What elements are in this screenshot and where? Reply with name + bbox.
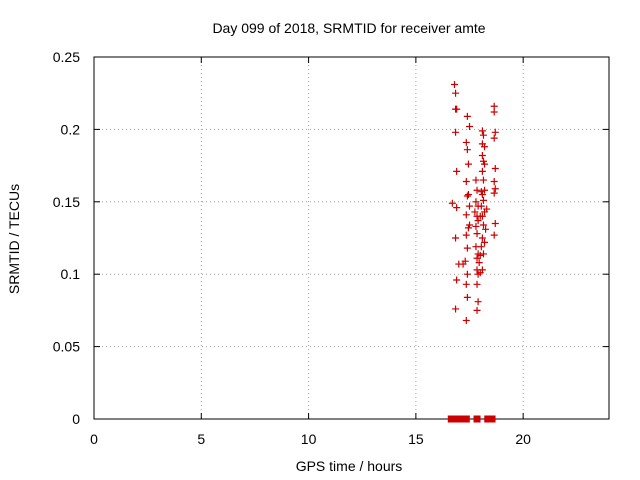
data-point-plus <box>473 186 481 194</box>
y-tick-label: 0 <box>72 411 80 427</box>
y-tick-label: 0.15 <box>53 194 80 210</box>
data-point-plus <box>490 134 498 142</box>
data-point-plus <box>453 167 461 175</box>
y-tick-label: 0.05 <box>53 339 80 355</box>
data-point-plus <box>462 178 470 186</box>
x-tick-label: 5 <box>197 431 205 447</box>
data-point-plus <box>448 199 456 207</box>
data-point-plus <box>463 146 471 154</box>
data-point-plus <box>462 280 470 288</box>
data-point-square <box>462 415 470 423</box>
data-point-plus <box>462 211 470 219</box>
data-point-plus <box>452 128 460 136</box>
data-point-plus <box>481 160 489 168</box>
data-point-plus <box>491 128 499 136</box>
data-point-plus <box>491 164 499 172</box>
data-point-plus <box>479 250 487 258</box>
data-point-plus <box>490 108 498 116</box>
data-point-plus <box>479 196 487 204</box>
data-point-plus <box>478 127 486 135</box>
data-point-plus <box>473 230 481 238</box>
data-point-plus <box>475 259 483 267</box>
data-point-plus <box>477 202 485 210</box>
axis-ticks: 0 5 10 15 20 0 0.05 0.1 0.15 0.2 0.25 <box>53 49 609 447</box>
data-point-plus <box>464 160 472 168</box>
data-point-plus <box>482 225 490 233</box>
data-point-plus <box>490 189 498 197</box>
plot-frame <box>93 56 610 420</box>
data-point-plus <box>472 198 480 206</box>
data-point-plus <box>459 260 467 268</box>
data-point-plus <box>481 186 489 194</box>
data-point-plus <box>478 167 486 175</box>
data-point-plus <box>453 105 461 113</box>
data-point-plus <box>473 280 481 288</box>
data-point-plus <box>479 221 487 229</box>
data-point-plus <box>452 234 460 242</box>
data-point-plus <box>490 231 498 239</box>
data-point-plus <box>453 204 461 212</box>
data-point-plus <box>452 305 460 313</box>
data-point-plus <box>463 112 471 120</box>
x-tick-label: 20 <box>515 431 531 447</box>
data-point-plus <box>463 192 471 200</box>
data-point-plus <box>466 123 474 131</box>
data-point-plus <box>462 231 470 239</box>
data-point-plus <box>478 151 486 159</box>
data-point-plus <box>479 131 487 139</box>
data-points <box>447 81 499 423</box>
data-point-plus <box>451 81 458 89</box>
data-point-plus <box>476 212 484 220</box>
chart-title: Day 099 of 2018, SRMTID for receiver amt… <box>212 20 485 36</box>
data-point-plus <box>472 176 480 184</box>
data-point-plus <box>452 89 460 97</box>
data-point-plus <box>473 306 481 314</box>
data-point-plus <box>471 208 479 216</box>
data-point-square <box>473 415 481 423</box>
data-point-plus <box>478 266 486 274</box>
data-point-plus <box>478 234 486 242</box>
data-point-plus <box>474 217 482 225</box>
data-point-plus <box>464 224 472 232</box>
data-point-square <box>449 415 457 423</box>
data-point-plus <box>491 220 499 228</box>
data-point-plus <box>481 238 489 246</box>
data-point-plus <box>462 138 470 146</box>
data-point-square <box>488 415 496 423</box>
data-point-plus <box>453 276 461 284</box>
data-point-plus <box>490 178 498 186</box>
data-point-plus <box>481 143 489 151</box>
y-tick-label: 0.2 <box>61 121 81 137</box>
data-point-plus <box>463 293 471 301</box>
x-tick-label: 10 <box>301 431 317 447</box>
y-tick-label: 0.1 <box>61 266 81 282</box>
data-point-plus <box>478 191 486 199</box>
data-point-plus <box>483 205 491 213</box>
x-axis-label: GPS time / hours <box>296 458 403 474</box>
y-tick-label: 0.25 <box>53 49 80 65</box>
data-point-plus <box>463 270 471 278</box>
data-point-plus <box>479 176 487 184</box>
data-point-plus <box>477 243 485 251</box>
data-point-plus <box>464 191 472 199</box>
grid-lines <box>94 57 609 419</box>
data-point-plus <box>463 244 471 252</box>
data-point-plus <box>491 185 499 193</box>
data-point-plus <box>462 317 470 325</box>
data-point-plus <box>474 298 482 306</box>
data-point-plus <box>472 222 480 230</box>
y-axis-label: SRMTID / TECUs <box>6 184 22 294</box>
x-tick-label: 0 <box>90 431 98 447</box>
x-tick-label: 15 <box>408 431 424 447</box>
data-point-plus <box>476 251 484 259</box>
data-point-plus <box>466 202 474 210</box>
